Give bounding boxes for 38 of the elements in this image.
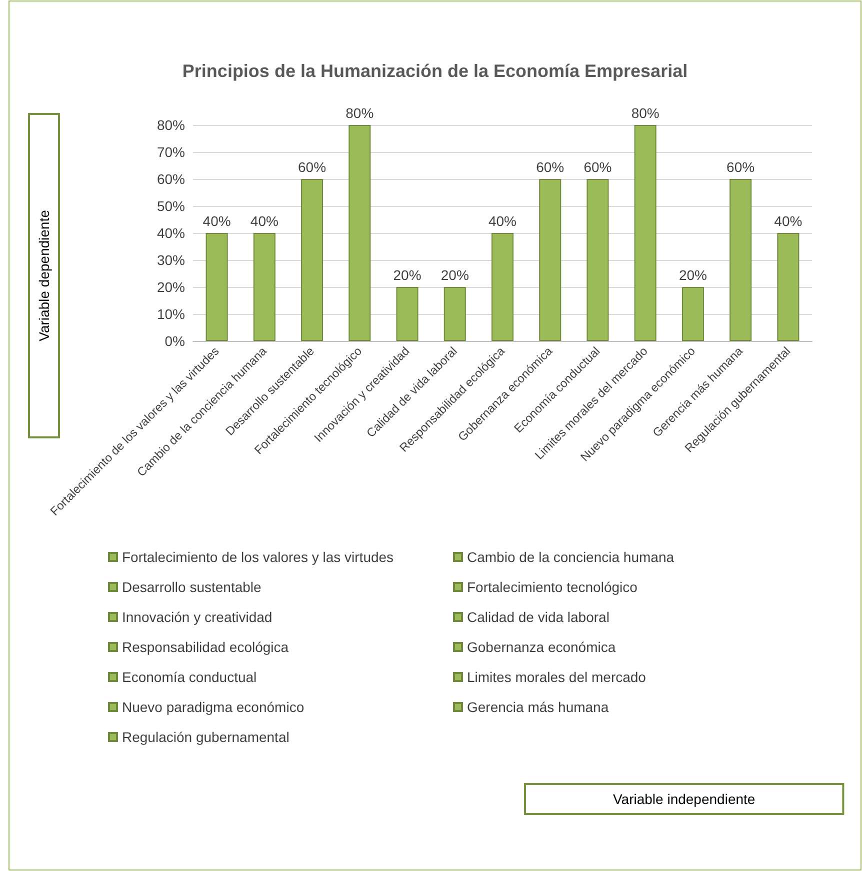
data-label: 80% bbox=[631, 105, 660, 121]
data-label: 40% bbox=[250, 213, 278, 229]
data-label: 20% bbox=[678, 267, 707, 283]
data-label: 20% bbox=[393, 267, 422, 283]
legend-label: Responsabilidad ecológica bbox=[122, 639, 289, 655]
y-tick-label: 50% bbox=[156, 198, 185, 214]
data-label: 60% bbox=[536, 159, 564, 175]
chart-title: Principios de la Humanización de la Economía Empresarial bbox=[182, 61, 688, 81]
legend-label: Gobernanza económica bbox=[467, 639, 616, 655]
legend-label: Fortalecimiento tecnológico bbox=[467, 579, 638, 595]
legend-label: Desarrollo sustentable bbox=[122, 579, 262, 595]
legend-label: Cambio de la conciencia humana bbox=[467, 549, 674, 565]
y-tick-label: 70% bbox=[156, 144, 185, 160]
text: Variable independiente bbox=[613, 791, 756, 807]
data-label: 20% bbox=[440, 267, 469, 283]
y-tick-label: 30% bbox=[156, 252, 185, 268]
y-tick-label: 10% bbox=[156, 306, 185, 322]
legend-label: Economía conductual bbox=[122, 669, 257, 685]
legend-label: Gerencia más humana bbox=[467, 699, 609, 715]
legend-label: Fortalecimiento de los valores y las virtudes bbox=[122, 549, 394, 565]
data-label: 60% bbox=[726, 159, 755, 175]
y-tick-label: 60% bbox=[156, 171, 185, 187]
legend-label: Calidad de vida laboral bbox=[467, 609, 610, 625]
y-tick-label: 20% bbox=[156, 279, 185, 295]
legend-label: Regulación gubernamental bbox=[122, 729, 290, 745]
y-tick-label: 0% bbox=[164, 333, 185, 349]
data-label: 60% bbox=[584, 159, 612, 175]
y-tick-label: 80% bbox=[156, 117, 185, 133]
legend-label: Nuevo paradigma económico bbox=[122, 699, 304, 715]
data-label: 40% bbox=[774, 213, 802, 229]
data-label: 40% bbox=[488, 213, 517, 229]
y-axis-title: Variable dependiente bbox=[36, 210, 52, 342]
legend-label: Innovación y creatividad bbox=[122, 609, 272, 625]
data-label: 40% bbox=[202, 213, 231, 229]
data-label: 80% bbox=[346, 105, 374, 121]
legend-label: Limites morales del mercado bbox=[467, 669, 646, 685]
y-tick-label: 40% bbox=[156, 225, 185, 241]
data-label: 60% bbox=[298, 159, 326, 175]
